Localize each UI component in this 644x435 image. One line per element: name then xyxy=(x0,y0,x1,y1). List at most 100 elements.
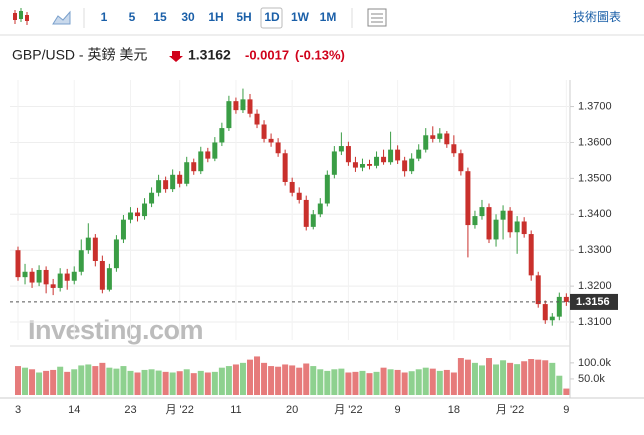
volume-bar xyxy=(92,366,99,395)
candle-body xyxy=(50,284,56,288)
y-tick-label: 1.3400 xyxy=(578,208,612,220)
volume-bar xyxy=(239,362,246,395)
candle-body xyxy=(142,203,148,217)
volume-bar xyxy=(218,367,225,395)
candle-body xyxy=(15,250,21,278)
volume-bar xyxy=(422,367,429,395)
volume-bar xyxy=(36,372,43,395)
interval-button[interactable]: 1D xyxy=(264,10,280,24)
candle-body xyxy=(85,237,91,251)
volume-bar xyxy=(22,367,29,395)
candle-body xyxy=(451,144,457,154)
x-tick-label: 3 xyxy=(15,404,21,416)
candle-body xyxy=(486,207,492,240)
candle-body xyxy=(247,99,253,114)
last-price-label: 1.3156 xyxy=(576,296,610,308)
volume-bar xyxy=(535,359,542,395)
chart-settings-icon[interactable] xyxy=(367,8,387,27)
interval-button[interactable]: 15 xyxy=(153,10,167,24)
volume-bar xyxy=(408,371,415,395)
candle-body xyxy=(29,271,35,283)
candle-body xyxy=(120,219,126,240)
volume-bar xyxy=(169,372,176,395)
symbol: GBP/USD - 英鎊 美元 xyxy=(12,47,147,63)
volume-bar xyxy=(324,370,331,395)
x-tick-label: 14 xyxy=(68,404,80,416)
volume-bar xyxy=(141,369,148,395)
interval-button[interactable]: 30 xyxy=(181,10,195,24)
volume-bar xyxy=(197,370,204,395)
volume-bar xyxy=(183,369,190,395)
volume-bar xyxy=(507,362,514,395)
volume-bar xyxy=(359,370,366,395)
volume-bar xyxy=(331,369,338,395)
interval-button[interactable]: 1M xyxy=(320,10,337,24)
candle-body xyxy=(226,101,232,129)
watermark: Investing.com xyxy=(28,315,203,345)
down-arrow xyxy=(169,51,183,62)
candle-body xyxy=(36,269,42,283)
volume-bar xyxy=(127,370,134,395)
interval-button[interactable]: 1 xyxy=(101,10,108,24)
volume-bar xyxy=(450,372,457,395)
volume-bar xyxy=(514,364,521,395)
candle-body xyxy=(409,158,415,172)
volume-bar xyxy=(549,362,556,395)
candle-body xyxy=(465,171,471,226)
candle-body xyxy=(416,149,422,159)
candle-body xyxy=(303,199,309,227)
volume-bar xyxy=(486,358,493,395)
x-tick-label: 9 xyxy=(395,404,401,416)
candle-body xyxy=(549,316,555,321)
y-tick-label: 1.3100 xyxy=(578,316,612,328)
volume-bar xyxy=(282,364,289,395)
candle-body xyxy=(388,149,394,163)
candle-body xyxy=(367,164,372,166)
volume-bar xyxy=(401,372,408,395)
volume-bar xyxy=(521,361,528,395)
candle-body xyxy=(184,162,190,184)
volume-bar xyxy=(190,373,197,395)
x-tick-label: 18 xyxy=(448,404,460,416)
candle-body xyxy=(352,162,358,168)
candle-body xyxy=(71,271,77,281)
interval-button[interactable]: 5 xyxy=(129,10,136,24)
interval-button[interactable]: 1W xyxy=(291,10,310,24)
y-tick-label: 1.3500 xyxy=(578,172,612,184)
candle-body xyxy=(542,304,548,321)
volume-bar xyxy=(64,371,71,395)
candle-body xyxy=(289,181,295,193)
candle-body xyxy=(331,151,337,175)
candle-body xyxy=(395,149,401,161)
candle-body xyxy=(156,180,162,193)
volume-bar xyxy=(366,373,373,395)
candle-body xyxy=(296,192,302,200)
interval-button[interactable]: 1H xyxy=(208,10,223,24)
volume-bar xyxy=(373,371,380,395)
area-icon[interactable] xyxy=(52,10,71,25)
technical-chart-link[interactable]: 技術圖表 xyxy=(573,10,621,24)
volume-bar xyxy=(225,366,232,395)
candle-icon[interactable] xyxy=(13,8,29,25)
volume-bar xyxy=(85,364,92,395)
volume-bar xyxy=(50,369,57,395)
volume-bar xyxy=(436,370,443,395)
candle-body xyxy=(233,101,239,111)
volume-bar xyxy=(204,372,211,395)
interval-button[interactable]: 5H xyxy=(236,10,251,24)
candle-body xyxy=(92,237,98,261)
x-tick-label: 11 xyxy=(230,404,241,416)
change-percent: (-0.13%) xyxy=(295,47,345,62)
y2-tick-label: 50.0k xyxy=(578,373,605,385)
y-tick-label: 1.3200 xyxy=(578,280,612,292)
volume-bar xyxy=(29,369,36,395)
candle-body xyxy=(43,269,49,285)
candle-body xyxy=(345,146,351,163)
candle-body xyxy=(106,268,112,290)
volume-bar xyxy=(289,365,296,395)
candle-body xyxy=(338,146,344,152)
volume-bar xyxy=(387,369,394,395)
volume-bar xyxy=(493,364,500,395)
candle-body xyxy=(170,174,176,190)
